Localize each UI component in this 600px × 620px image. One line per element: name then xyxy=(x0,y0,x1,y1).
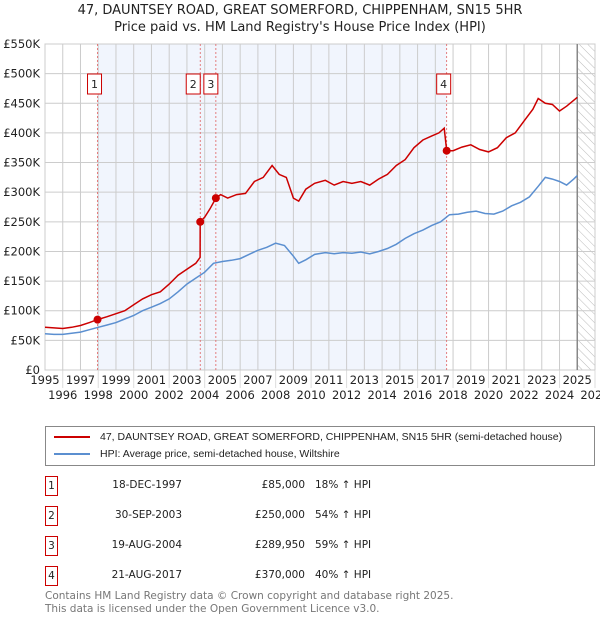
property-price-line xyxy=(44,96,578,330)
y-tick-label: £200K xyxy=(3,244,40,258)
x-tick-label: 2005 xyxy=(208,373,237,387)
transaction-date: 21-AUG-2017 xyxy=(111,569,182,581)
x-tick-label: 2003 xyxy=(172,373,201,387)
x-tick-label: 2015 xyxy=(385,373,414,387)
transaction-hpi: 18% ↑ HPI xyxy=(315,479,372,491)
transaction-price: £370,000 xyxy=(254,569,305,581)
sale-label-box xyxy=(436,73,452,95)
x-tick-label: 1999 xyxy=(101,373,130,387)
x-tick-label: 2010 xyxy=(296,388,325,402)
sale-label-box xyxy=(87,73,103,95)
legend-swatch-blue xyxy=(54,453,90,455)
y-tick-label: £350K xyxy=(3,156,40,170)
x-tick-label: 2011 xyxy=(314,373,343,387)
forecast-hatch xyxy=(577,44,595,370)
y-tick-label: £0 xyxy=(25,363,40,377)
y-tick-label: £250K xyxy=(3,215,40,229)
y-tick-label: £150K xyxy=(3,274,40,288)
y-tick-label: £400K xyxy=(3,126,40,140)
y-tick-label: £500K xyxy=(3,67,40,81)
chart-title: 47, DAUNTSEY ROAD, GREAT SOMERFORD, CHIP… xyxy=(77,3,523,18)
legend-item-property: 47, DAUNTSEY ROAD, GREAT SOMERFORD, CHIP… xyxy=(54,431,562,443)
transaction-row: 1 18-DEC-1997 £85,000 18% ↑ HPI xyxy=(45,476,445,496)
y-tick-label: £450K xyxy=(3,96,40,110)
x-tick-label: 2018 xyxy=(438,388,467,402)
x-tick-label: 2006 xyxy=(226,388,255,402)
x-tick-label: 2013 xyxy=(350,373,379,387)
transaction-hpi: 59% ↑ HPI xyxy=(315,539,372,551)
transaction-date: 18-DEC-1997 xyxy=(112,479,182,491)
x-tick-label: 2001 xyxy=(137,373,166,387)
x-tick-label: 2000 xyxy=(119,388,148,402)
transaction-marker: 4 xyxy=(45,566,58,586)
ownership-shading xyxy=(97,44,447,370)
transaction-row: 4 21-AUG-2017 £370,000 40% ↑ HPI xyxy=(45,566,445,586)
footer-copyright: Contains HM Land Registry data © Crown c… xyxy=(45,590,454,602)
x-tick-label: 2014 xyxy=(367,388,396,402)
x-tick-label: 1995 xyxy=(30,373,59,387)
x-tick-label: 2022 xyxy=(509,388,538,402)
legend-swatch-red xyxy=(54,436,90,438)
transaction-row: 2 30-SEP-2003 £250,000 54% ↑ HPI xyxy=(45,506,445,526)
legend: 47, DAUNTSEY ROAD, GREAT SOMERFORD, CHIP… xyxy=(45,426,595,466)
x-tick-label: 1997 xyxy=(66,373,95,387)
legend-label-property: 47, DAUNTSEY ROAD, GREAT SOMERFORD, CHIP… xyxy=(100,431,563,443)
hpi-line xyxy=(44,175,578,336)
x-tick-label: 2009 xyxy=(279,373,308,387)
transaction-hpi: 40% ↑ HPI xyxy=(315,569,372,581)
transaction-row: 3 19-AUG-2004 £289,950 59% ↑ HPI xyxy=(45,536,445,556)
transaction-marker: 1 xyxy=(45,476,58,496)
y-tick-label: £50K xyxy=(11,333,41,347)
x-tick-label: 2004 xyxy=(190,388,219,402)
x-tick-label: 1996 xyxy=(48,388,77,402)
transaction-price: £289,950 xyxy=(254,539,305,551)
sale-point xyxy=(196,217,205,226)
footer-licence: This data is licensed under the Open Gov… xyxy=(45,603,380,615)
price-chart: 1995199619971998199920002001200220032004… xyxy=(3,37,600,402)
sale-point xyxy=(442,146,451,155)
x-tick-label: 2026 xyxy=(580,388,600,402)
x-tick-label: 2002 xyxy=(155,388,184,402)
transaction-date: 30-SEP-2003 xyxy=(114,509,182,521)
sale-point xyxy=(211,194,220,203)
x-tick-label: 2019 xyxy=(456,373,485,387)
sale-label: 2 xyxy=(190,78,197,91)
x-tick-label: 2007 xyxy=(243,373,272,387)
sale-label: 1 xyxy=(91,78,98,91)
x-tick-label: 2025 xyxy=(563,373,592,387)
transaction-price: £250,000 xyxy=(254,509,305,521)
sale-point xyxy=(93,315,102,324)
x-tick-label: 2023 xyxy=(527,373,556,387)
sale-label: 3 xyxy=(207,78,214,91)
x-tick-label: 2008 xyxy=(261,388,290,402)
x-tick-label: 2020 xyxy=(474,388,503,402)
legend-label-hpi: HPI: Average price, semi-detached house,… xyxy=(100,448,340,460)
sale-label-box xyxy=(203,73,219,95)
legend-item-hpi: HPI: Average price, semi-detached house,… xyxy=(54,448,340,460)
transaction-price: £85,000 xyxy=(261,479,305,491)
transaction-hpi: 54% ↑ HPI xyxy=(315,509,372,521)
transaction-marker: 2 xyxy=(45,506,58,526)
chart-subtitle: Price paid vs. HM Land Registry's House … xyxy=(114,20,486,35)
transaction-date: 19-AUG-2004 xyxy=(111,539,182,551)
x-tick-label: 2012 xyxy=(332,388,361,402)
sale-label-box xyxy=(185,73,201,95)
transaction-marker: 3 xyxy=(45,536,58,556)
x-tick-label: 1998 xyxy=(84,388,113,402)
y-tick-label: £100K xyxy=(3,304,40,318)
y-tick-label: £550K xyxy=(3,37,40,51)
x-tick-label: 2024 xyxy=(545,388,574,402)
x-tick-label: 2016 xyxy=(403,388,432,402)
x-tick-label: 2017 xyxy=(421,373,450,387)
y-tick-label: £300K xyxy=(3,185,40,199)
x-tick-label: 2021 xyxy=(492,373,521,387)
sale-label: 4 xyxy=(440,78,447,91)
